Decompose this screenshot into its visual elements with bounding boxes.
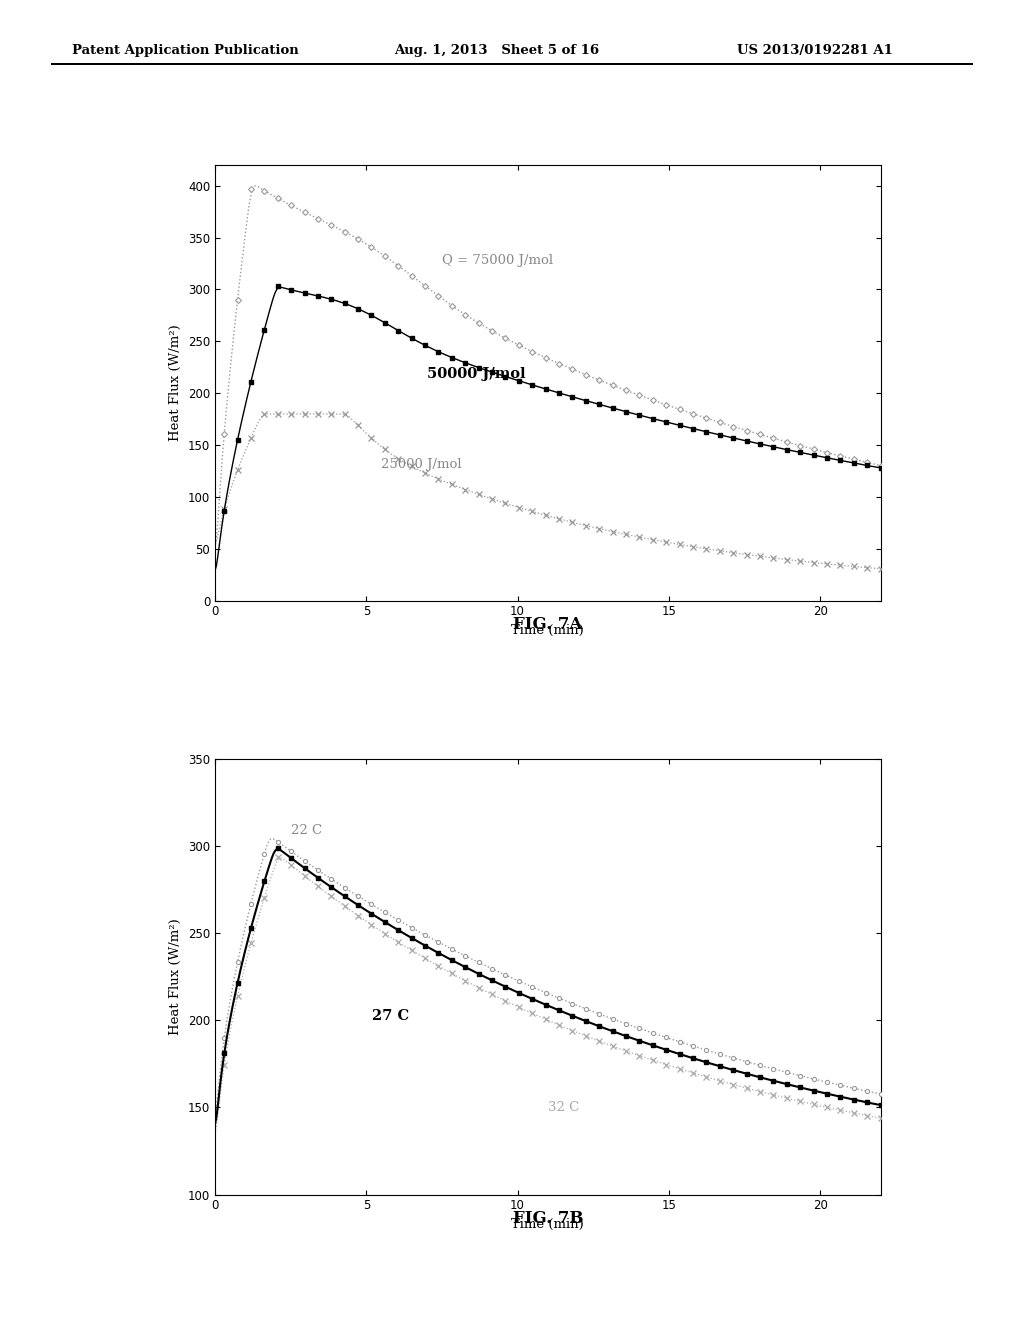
Text: 32 C: 32 C: [548, 1101, 580, 1114]
Text: US 2013/0192281 A1: US 2013/0192281 A1: [737, 44, 893, 57]
X-axis label: Time (min): Time (min): [511, 1218, 585, 1232]
Text: 25000 J/mol: 25000 J/mol: [381, 458, 462, 471]
Text: 27 C: 27 C: [373, 1010, 410, 1023]
Y-axis label: Heat Flux (W/m²): Heat Flux (W/m²): [169, 919, 182, 1035]
Y-axis label: Heat Flux (W/m²): Heat Flux (W/m²): [169, 325, 182, 441]
Text: Q = 75000 J/mol: Q = 75000 J/mol: [442, 253, 553, 267]
Text: 50000 J/mol: 50000 J/mol: [427, 367, 525, 380]
Text: Patent Application Publication: Patent Application Publication: [72, 44, 298, 57]
Text: FIG. 7B: FIG. 7B: [513, 1210, 583, 1228]
Text: 22 C: 22 C: [291, 824, 322, 837]
X-axis label: Time (min): Time (min): [511, 624, 585, 638]
Text: Aug. 1, 2013   Sheet 5 of 16: Aug. 1, 2013 Sheet 5 of 16: [394, 44, 599, 57]
Text: FIG. 7A: FIG. 7A: [513, 616, 583, 634]
